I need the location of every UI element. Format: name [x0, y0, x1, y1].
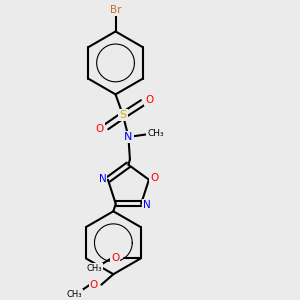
Text: O: O [145, 95, 153, 105]
Text: O: O [111, 253, 119, 263]
Text: CH₃: CH₃ [147, 129, 164, 138]
Text: N: N [99, 174, 106, 184]
Text: S: S [119, 110, 127, 120]
Text: O: O [150, 173, 158, 183]
Text: CH₃: CH₃ [67, 290, 82, 299]
Text: CH₃: CH₃ [86, 264, 102, 273]
Text: Br: Br [110, 5, 121, 15]
Text: N: N [124, 132, 133, 142]
Text: O: O [96, 124, 104, 134]
Text: O: O [90, 280, 98, 290]
Text: N: N [142, 200, 150, 210]
